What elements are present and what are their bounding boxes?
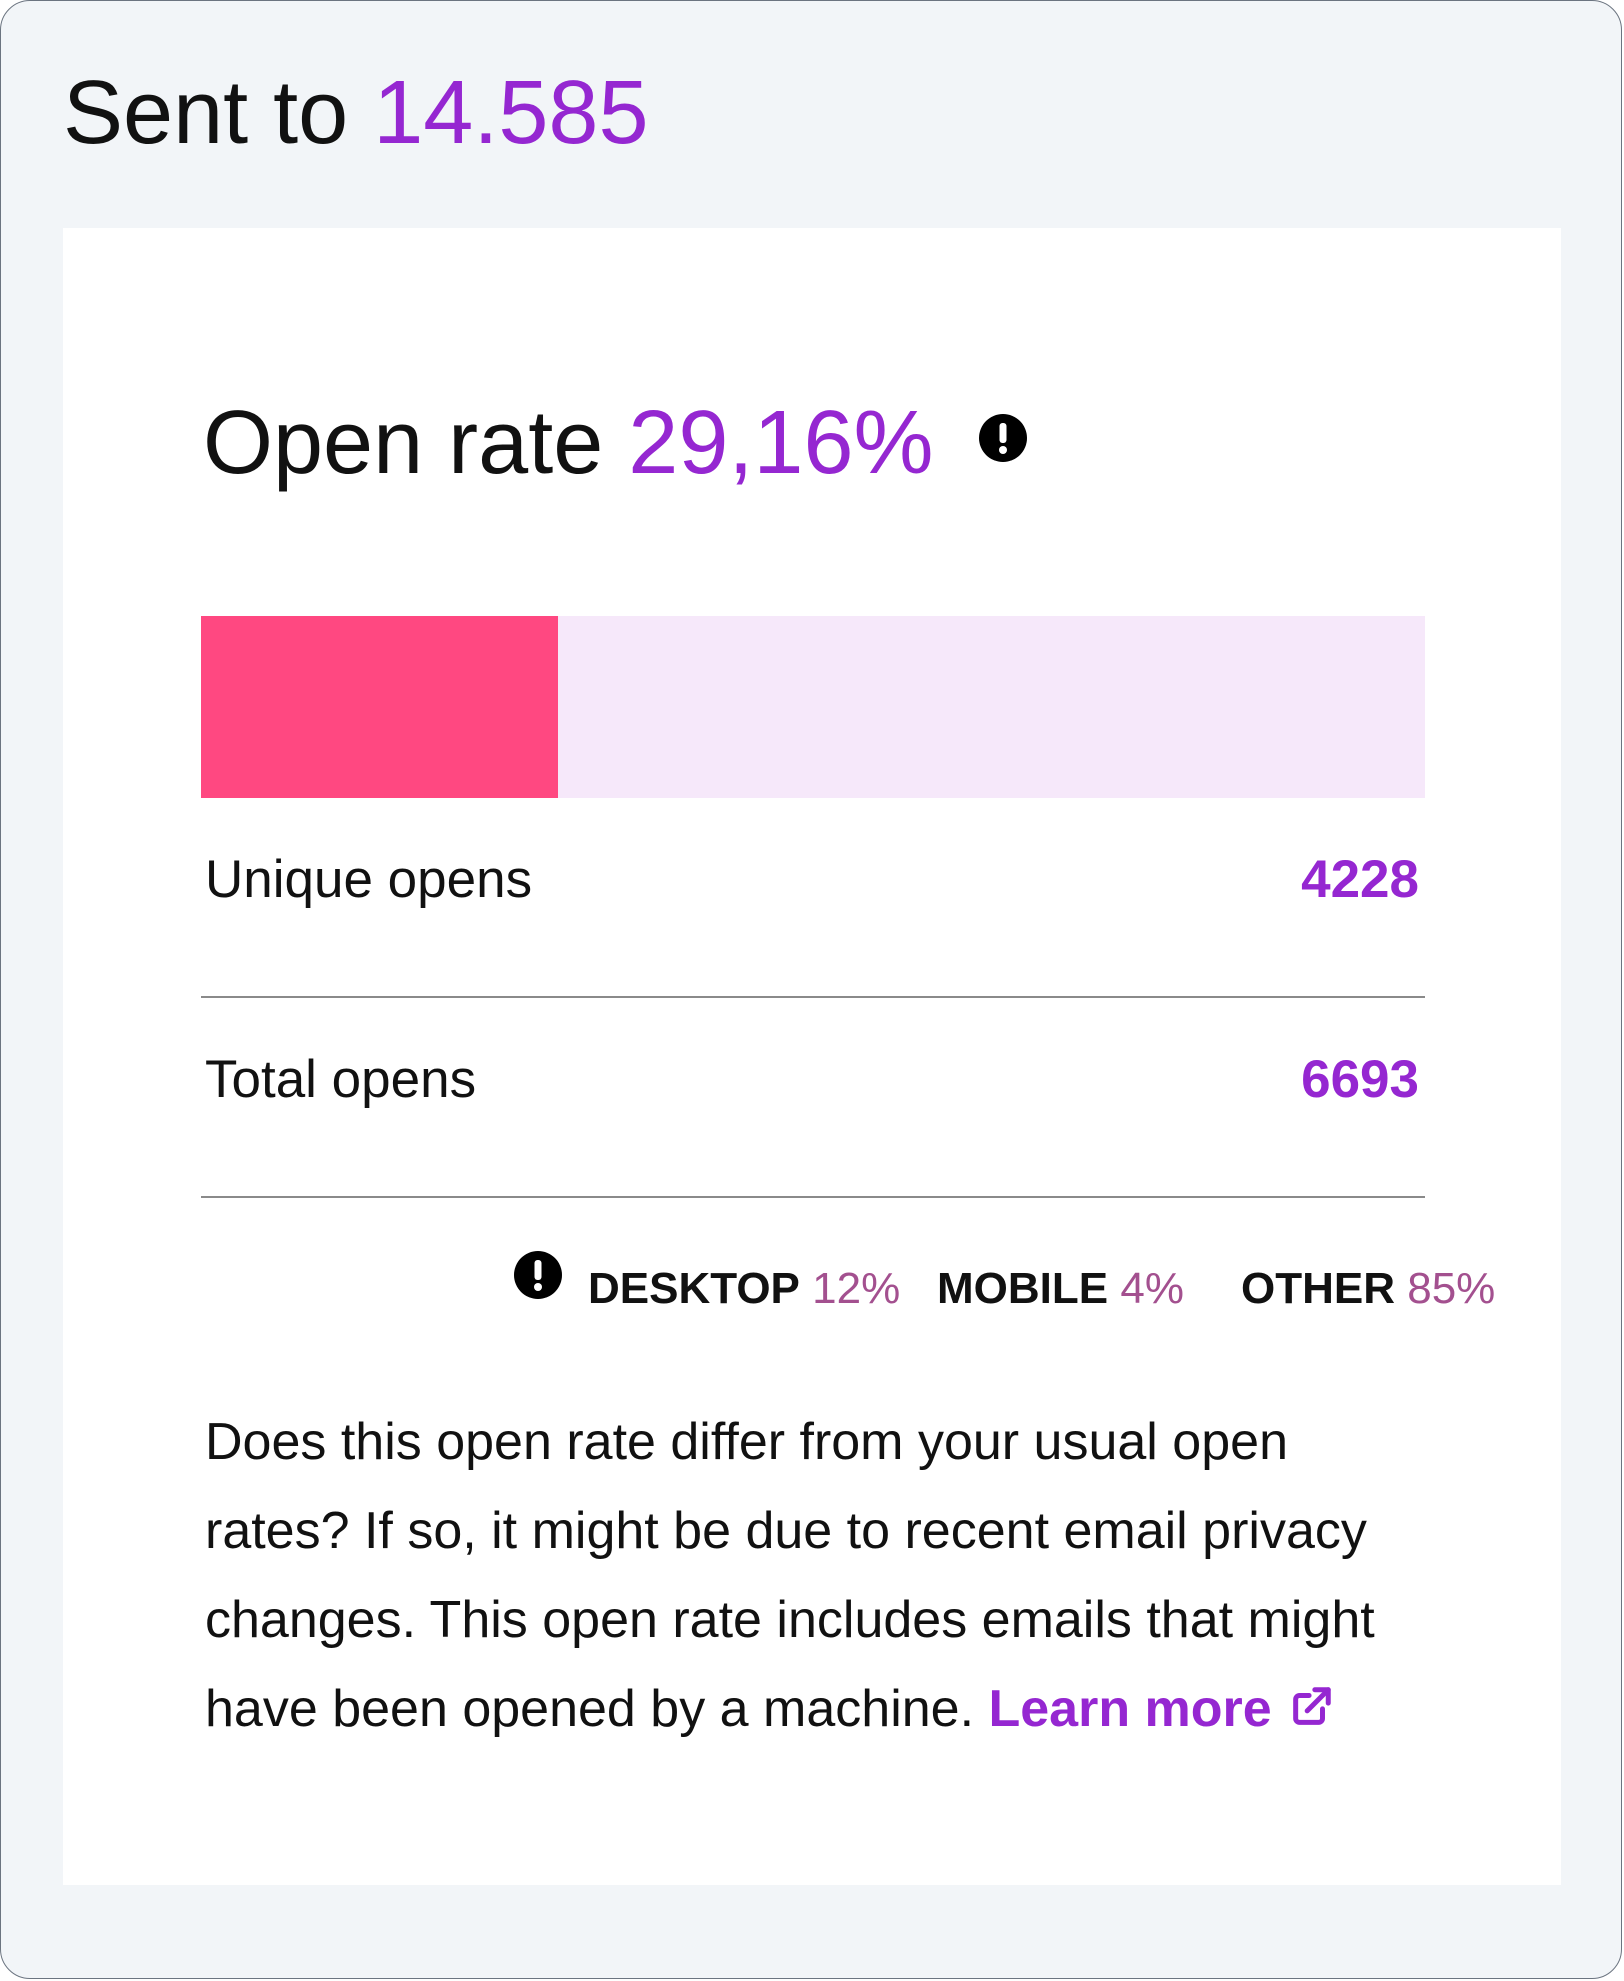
device-mobile-name: MOBILE [937, 1264, 1109, 1313]
sent-to-label: Sent to [63, 63, 349, 163]
open-rate-bar-fill [201, 616, 558, 798]
exclamation-circle-icon[interactable] [978, 413, 1028, 463]
open-rate-value: 29,16% [628, 393, 934, 493]
device-other-pct: 85% [1407, 1264, 1496, 1313]
unique-opens-value: 4228 [1301, 850, 1419, 909]
exclamation-circle-icon[interactable] [513, 1250, 563, 1300]
device-desktop: DESKTOP 12% [588, 1264, 900, 1314]
device-other: OTHER 85% [1241, 1264, 1495, 1314]
external-link-icon [1292, 1687, 1331, 1725]
privacy-note: Does this open rate differ from your usu… [205, 1398, 1435, 1754]
open-rate-card: Open rate 29,16% Unique opens 4228 Total… [63, 228, 1561, 1885]
unique-opens-label: Unique opens [205, 850, 533, 909]
open-rate-heading: Open rate 29,16% [203, 393, 934, 493]
device-other-name: OTHER [1241, 1264, 1395, 1313]
stat-row-total-opens: Total opens 6693 [201, 998, 1425, 1198]
learn-more-label: Learn more [988, 1680, 1272, 1738]
learn-more-link[interactable]: Learn more [988, 1680, 1333, 1738]
device-desktop-pct: 12% [812, 1264, 901, 1313]
device-breakdown: DESKTOP 12% MOBILE 4% OTHER 85% [201, 1250, 1495, 1320]
sent-to-heading: Sent to 14.585 [63, 63, 649, 163]
privacy-note-text: Does this open rate differ from your usu… [205, 1413, 1375, 1738]
total-opens-value: 6693 [1301, 1050, 1419, 1109]
open-rate-bar [201, 616, 1425, 798]
open-rate-label: Open rate [203, 393, 604, 493]
device-mobile-pct: 4% [1120, 1264, 1184, 1313]
device-desktop-name: DESKTOP [588, 1264, 800, 1313]
device-mobile: MOBILE 4% [937, 1264, 1184, 1314]
stat-row-unique-opens: Unique opens 4228 [201, 798, 1425, 998]
total-opens-label: Total opens [205, 1050, 477, 1109]
sent-count: 14.585 [373, 63, 649, 163]
